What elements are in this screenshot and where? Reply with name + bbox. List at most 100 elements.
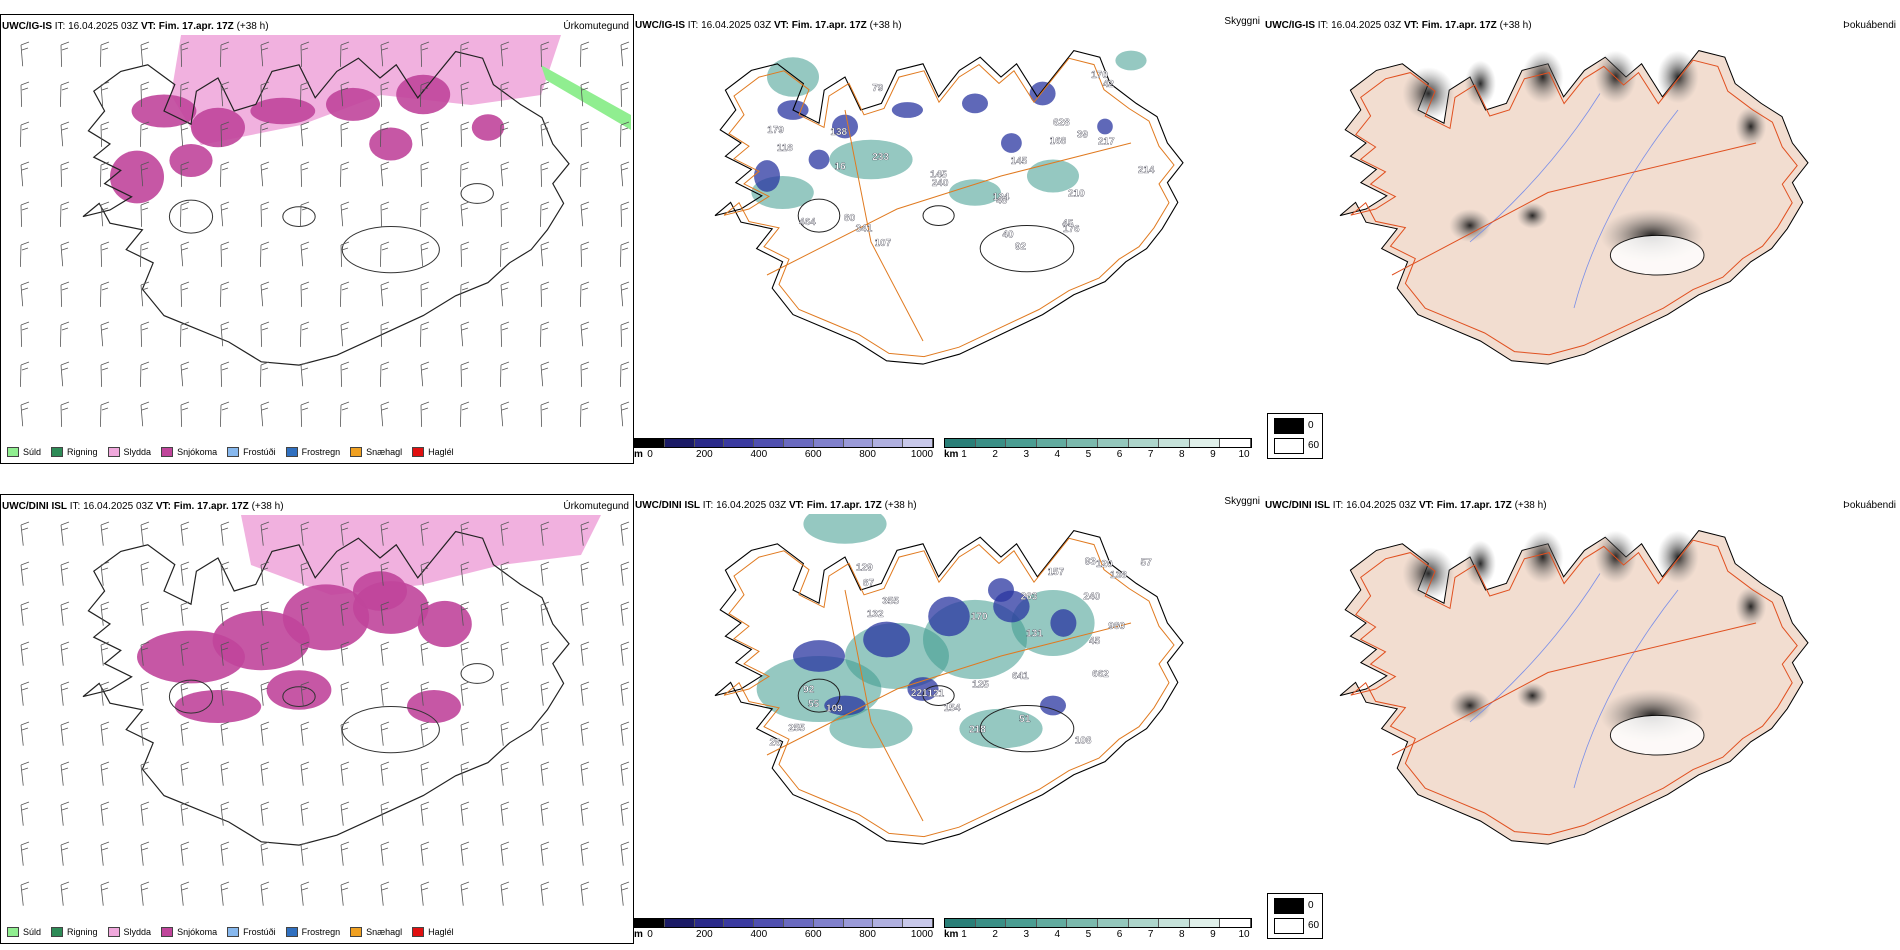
panel-title: Úrkomutegund	[563, 21, 629, 32]
valid-time: VT: Fim. 17.apr. 17Z	[1418, 500, 1512, 511]
ceiling-value-label: 42	[1103, 79, 1115, 90]
snjokoma-area	[191, 107, 245, 148]
colorbar-step	[843, 919, 874, 927]
legend-item: Súld	[7, 447, 41, 457]
ceiling-value-label: 170	[1091, 70, 1108, 81]
rivers	[1469, 573, 1679, 789]
colorbar-step	[1220, 439, 1251, 447]
legend-label: Snæhagl	[366, 927, 403, 937]
glacier-outline	[282, 686, 316, 708]
low-ceiling-area	[1040, 695, 1066, 716]
legend-label: Frostúði	[243, 447, 276, 457]
valid-time: VT: Fim. 17.apr. 17Z	[773, 20, 867, 31]
colorbar-step	[1006, 439, 1037, 447]
colorbar-tick: 8	[1178, 929, 1185, 940]
colorbar-tick: 9	[1210, 449, 1216, 460]
fog-legend-high: 0	[1308, 900, 1314, 911]
legend-item: Rigning	[51, 447, 98, 457]
colorbar-tick: 3	[1023, 449, 1029, 460]
colorbar-tick: 600	[804, 449, 822, 460]
ceiling-value-label: 55	[808, 699, 820, 710]
colorbar-step	[1128, 439, 1160, 447]
ceiling-value-label: 92	[1015, 241, 1027, 252]
legend-swatch	[227, 927, 240, 937]
legend-label: Frostregn	[301, 927, 341, 937]
ceiling-value-label: 79	[872, 83, 884, 94]
colorbar-step	[1189, 439, 1221, 447]
coastline	[82, 530, 570, 846]
ceiling-value-label: 51	[1019, 714, 1031, 725]
ceiling-value-label: 210	[1068, 189, 1085, 200]
fog-index-area	[1522, 530, 1564, 584]
fog-index-area	[1657, 530, 1699, 584]
colorbar-tick: 0	[647, 449, 653, 460]
colorbar-tick: 2	[992, 449, 998, 460]
glacier-outline	[797, 198, 841, 233]
ceiling-panel-1: UWC/IG-IS IT: 16.04.2025 03Z VT: Fim. 17…	[634, 14, 1264, 464]
colorbar-tick: 7	[1147, 449, 1154, 460]
legend-label: Slydda	[123, 927, 152, 937]
low-visibility-area	[803, 514, 887, 544]
legend-item: Rigning	[51, 927, 98, 937]
ceiling-value-label: 145	[1011, 156, 1028, 167]
glacier-outline	[341, 226, 440, 274]
low-ceiling-area	[832, 114, 858, 139]
colorbar-step	[1097, 439, 1129, 447]
legend-item: Frostúði	[227, 447, 276, 457]
glacier-outline	[797, 678, 841, 713]
fog-legend: 0 60	[1267, 413, 1323, 459]
fog-index-area	[1464, 60, 1496, 107]
model-name: UWC/IG-IS	[1265, 20, 1315, 31]
colorbar-step	[813, 439, 844, 447]
visibility-colorbar: km 1 2 3 4 5 6 7 8 9 10	[944, 918, 1254, 944]
fog-index-area	[1449, 209, 1491, 242]
lead-time: (+38 h)	[1514, 500, 1547, 511]
legend-item: Súld	[7, 927, 41, 937]
colorbar-tick: 3	[1023, 929, 1029, 940]
legend-swatch	[161, 447, 174, 457]
model-name: UWC/IG-IS	[635, 20, 685, 31]
fog-legend-low: 60	[1308, 440, 1320, 451]
colorbar-tick: 800	[859, 929, 876, 940]
low-ceiling-area	[863, 621, 910, 658]
ceiling-value-label: 107	[874, 238, 891, 249]
colorbar-tick: 9	[1210, 929, 1216, 940]
ceiling-value-label: 57	[1141, 557, 1153, 568]
slydda-area	[241, 515, 601, 595]
fog-index-area	[1735, 106, 1767, 147]
colorbar-tick: 200	[696, 929, 713, 940]
legend-label: Rigning	[67, 447, 98, 457]
legend-item: Snjókoma	[161, 927, 217, 937]
low-ceiling-area	[754, 160, 780, 192]
colorbar-tick: 1	[961, 449, 967, 460]
legend-swatch	[51, 447, 64, 457]
legend-label: Rigning	[67, 927, 98, 937]
fog-index-map	[1339, 50, 1809, 365]
colorbar-gradient	[944, 918, 1252, 928]
ceiling-value-label: 109	[826, 704, 843, 715]
low-visibility-area	[949, 179, 1001, 206]
snjokoma-area	[417, 600, 472, 648]
legend-label: Súld	[23, 447, 42, 457]
ceiling-value-label: 40	[1002, 229, 1014, 240]
colorbar-tick: 400	[750, 929, 768, 940]
fog-legend: 0 60	[1267, 893, 1323, 939]
colorbar-step	[1159, 439, 1190, 447]
snjokoma-area	[174, 690, 262, 723]
legend-label: Frostregn	[301, 447, 341, 457]
glacier-outline	[922, 205, 955, 227]
legend-label: Frostúði	[243, 927, 276, 937]
panel-title: Skyggni	[1224, 496, 1260, 507]
legend-swatch	[285, 927, 298, 937]
colorbar-step	[783, 439, 814, 447]
ceiling-value-label: 214	[1138, 165, 1155, 176]
colorbar-step	[1128, 919, 1160, 927]
road-network	[723, 57, 1175, 358]
fog-index-area	[1516, 202, 1548, 229]
ceiling-value-label: 628	[1053, 118, 1070, 129]
low-visibility-area	[829, 708, 913, 749]
colorbar-step	[1220, 919, 1251, 927]
precip-type-panel-1: UWC/IG-IS IT: 16.04.2025 03Z VT: Fim. 17…	[0, 14, 634, 464]
colorbar-step	[664, 439, 695, 447]
colorbar-unit: m	[634, 929, 643, 940]
